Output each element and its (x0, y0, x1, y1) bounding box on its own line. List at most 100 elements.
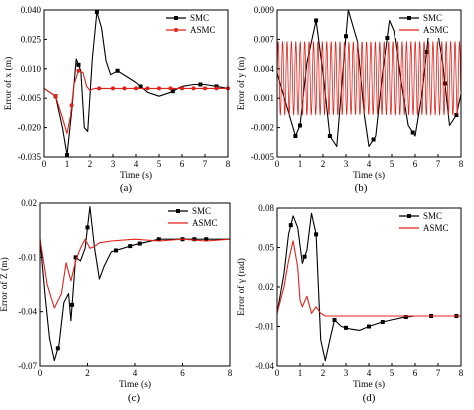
data-point-smc (367, 324, 371, 329)
y-tick-label: 0.040 (21, 5, 42, 15)
legend: SMC ASMC (395, 11, 457, 38)
data-point-smc (85, 225, 90, 230)
legend-marker-smc (407, 214, 411, 218)
x-tick-label: 8 (226, 159, 231, 169)
series-line-smc (276, 212, 461, 362)
data-point-smc (298, 123, 302, 128)
data-point-smc (332, 317, 337, 322)
y-axis-label: Error of y (m) (236, 57, 247, 111)
x-tick-label: 8 (459, 159, 464, 169)
data-point-asmc (69, 103, 74, 108)
x-tick-label: 0 (42, 159, 47, 169)
data-point-smc (302, 254, 307, 259)
y-tick-label: -0.01 (18, 252, 37, 262)
legend-label-asmc: ASMC (423, 223, 449, 233)
x-tick-label: 6 (413, 159, 418, 169)
x-axis-label: Time (s) (353, 170, 385, 181)
chart-panel-d: 0 1 2 3 4 5 6 7 8 -0.04 -0.01 0.02 0.05 0.08 Time (s) E… (236, 203, 464, 404)
x-tick-label: 0 (275, 368, 280, 378)
x-tick-label: 4 (367, 159, 372, 169)
x-tick-label: 2 (88, 159, 93, 169)
x-tick-label: 7 (436, 368, 441, 378)
data-point-smc (70, 302, 75, 307)
legend-background (395, 209, 457, 236)
y-tick-label: -0.035 (18, 152, 42, 162)
x-tick-label: 2 (321, 368, 326, 378)
legend-marker-asmc (174, 28, 178, 32)
series-line-asmc (39, 238, 231, 309)
legend-background (162, 11, 224, 38)
series-line-asmc (276, 41, 462, 116)
legend-marker-smc (174, 16, 178, 20)
y-tick-label: 0.007 (254, 34, 275, 44)
legend-label-asmc: ASMC (190, 25, 216, 35)
data-point-smc (114, 248, 118, 253)
data-point-smc (137, 241, 142, 246)
x-axis-label: Time (s) (120, 170, 152, 181)
y-axis-label: Error of x (m) (3, 57, 14, 111)
data-point-smc (410, 130, 415, 135)
y-tick-label: -0.005 (251, 152, 275, 162)
data-point-smc (288, 223, 293, 228)
data-point-smc (138, 84, 143, 89)
data-point-smc (380, 320, 385, 325)
chart-panel-c: 0 2 4 6 8 -0.07 -0.04 -0.01 0.02 Time (s) Error of… (0, 198, 233, 404)
y-tick-label: 0.001 (254, 93, 274, 103)
data-point-smc (403, 315, 408, 320)
data-point-smc (385, 36, 390, 40)
legend: SMC ASMC (164, 204, 226, 231)
y-tick-label: 0.02 (21, 198, 37, 208)
data-point-smc (156, 237, 161, 242)
data-point-smc (94, 9, 99, 14)
chart-panel-b: 0 1 2 3 4 5 6 7 8 -0.005 -0.002 0.001 0.004 0.007 0.00… (236, 5, 464, 194)
legend-label-smc: SMC (423, 211, 442, 221)
data-point-smc (192, 237, 197, 242)
x-tick-label: 0 (38, 368, 43, 378)
data-point-smc (454, 113, 459, 117)
data-point-asmc (53, 94, 58, 99)
legend-marker-smc (407, 16, 411, 20)
x-axis-label: Time (s) (353, 379, 385, 390)
data-point-asmc (157, 86, 161, 91)
x-tick-label: 1 (298, 368, 303, 378)
y-tick-label: 0.02 (258, 282, 274, 292)
y-tick-label: -0.020 (18, 123, 42, 133)
chart-panel-a: 0 1 2 3 4 5 6 7 8 -0.035 -0.020 -0.005 0.010 0.025 0.0… (3, 5, 231, 194)
legend-label-smc: SMC (192, 206, 211, 216)
y-tick-label: 0.004 (254, 64, 275, 74)
data-point-smc (204, 237, 209, 242)
data-point-asmc (97, 86, 102, 91)
data-point-asmc (134, 86, 138, 91)
y-axis-label: Error of γ (rad) (236, 258, 247, 316)
data-point-asmc (191, 86, 196, 91)
x-tick-label: 6 (180, 159, 185, 169)
data-point-smc (344, 325, 348, 330)
x-tick-label: 7 (436, 159, 441, 169)
data-point-smc (73, 255, 78, 260)
y-tick-label: -0.04 (18, 307, 37, 317)
y-tick-label: -0.07 (18, 361, 37, 371)
data-point-smc (76, 62, 81, 67)
x-tick-label: 0 (275, 159, 280, 169)
legend-background (395, 11, 457, 38)
x-tick-label: 3 (344, 159, 349, 169)
x-tick-label: 8 (459, 368, 464, 378)
data-point-smc (170, 89, 175, 94)
panel-caption: (c) (128, 392, 141, 404)
legend-label-asmc: ASMC (423, 25, 449, 35)
y-tick-label: -0.002 (251, 123, 274, 133)
data-point-asmc (111, 86, 115, 91)
data-point-smc (371, 137, 376, 142)
series-line-asmc (43, 70, 228, 135)
y-tick-label: 0.05 (258, 243, 274, 253)
data-point-smc (198, 82, 203, 87)
x-tick-label: 3 (111, 159, 116, 169)
y-tick-label: 0.08 (258, 203, 274, 213)
series-line-asmc (276, 240, 461, 317)
series-group (39, 206, 231, 362)
legend-marker-smc (176, 209, 180, 213)
x-tick-label: 3 (344, 368, 349, 378)
y-tick-label: -0.04 (255, 361, 274, 371)
series-group (43, 9, 230, 158)
